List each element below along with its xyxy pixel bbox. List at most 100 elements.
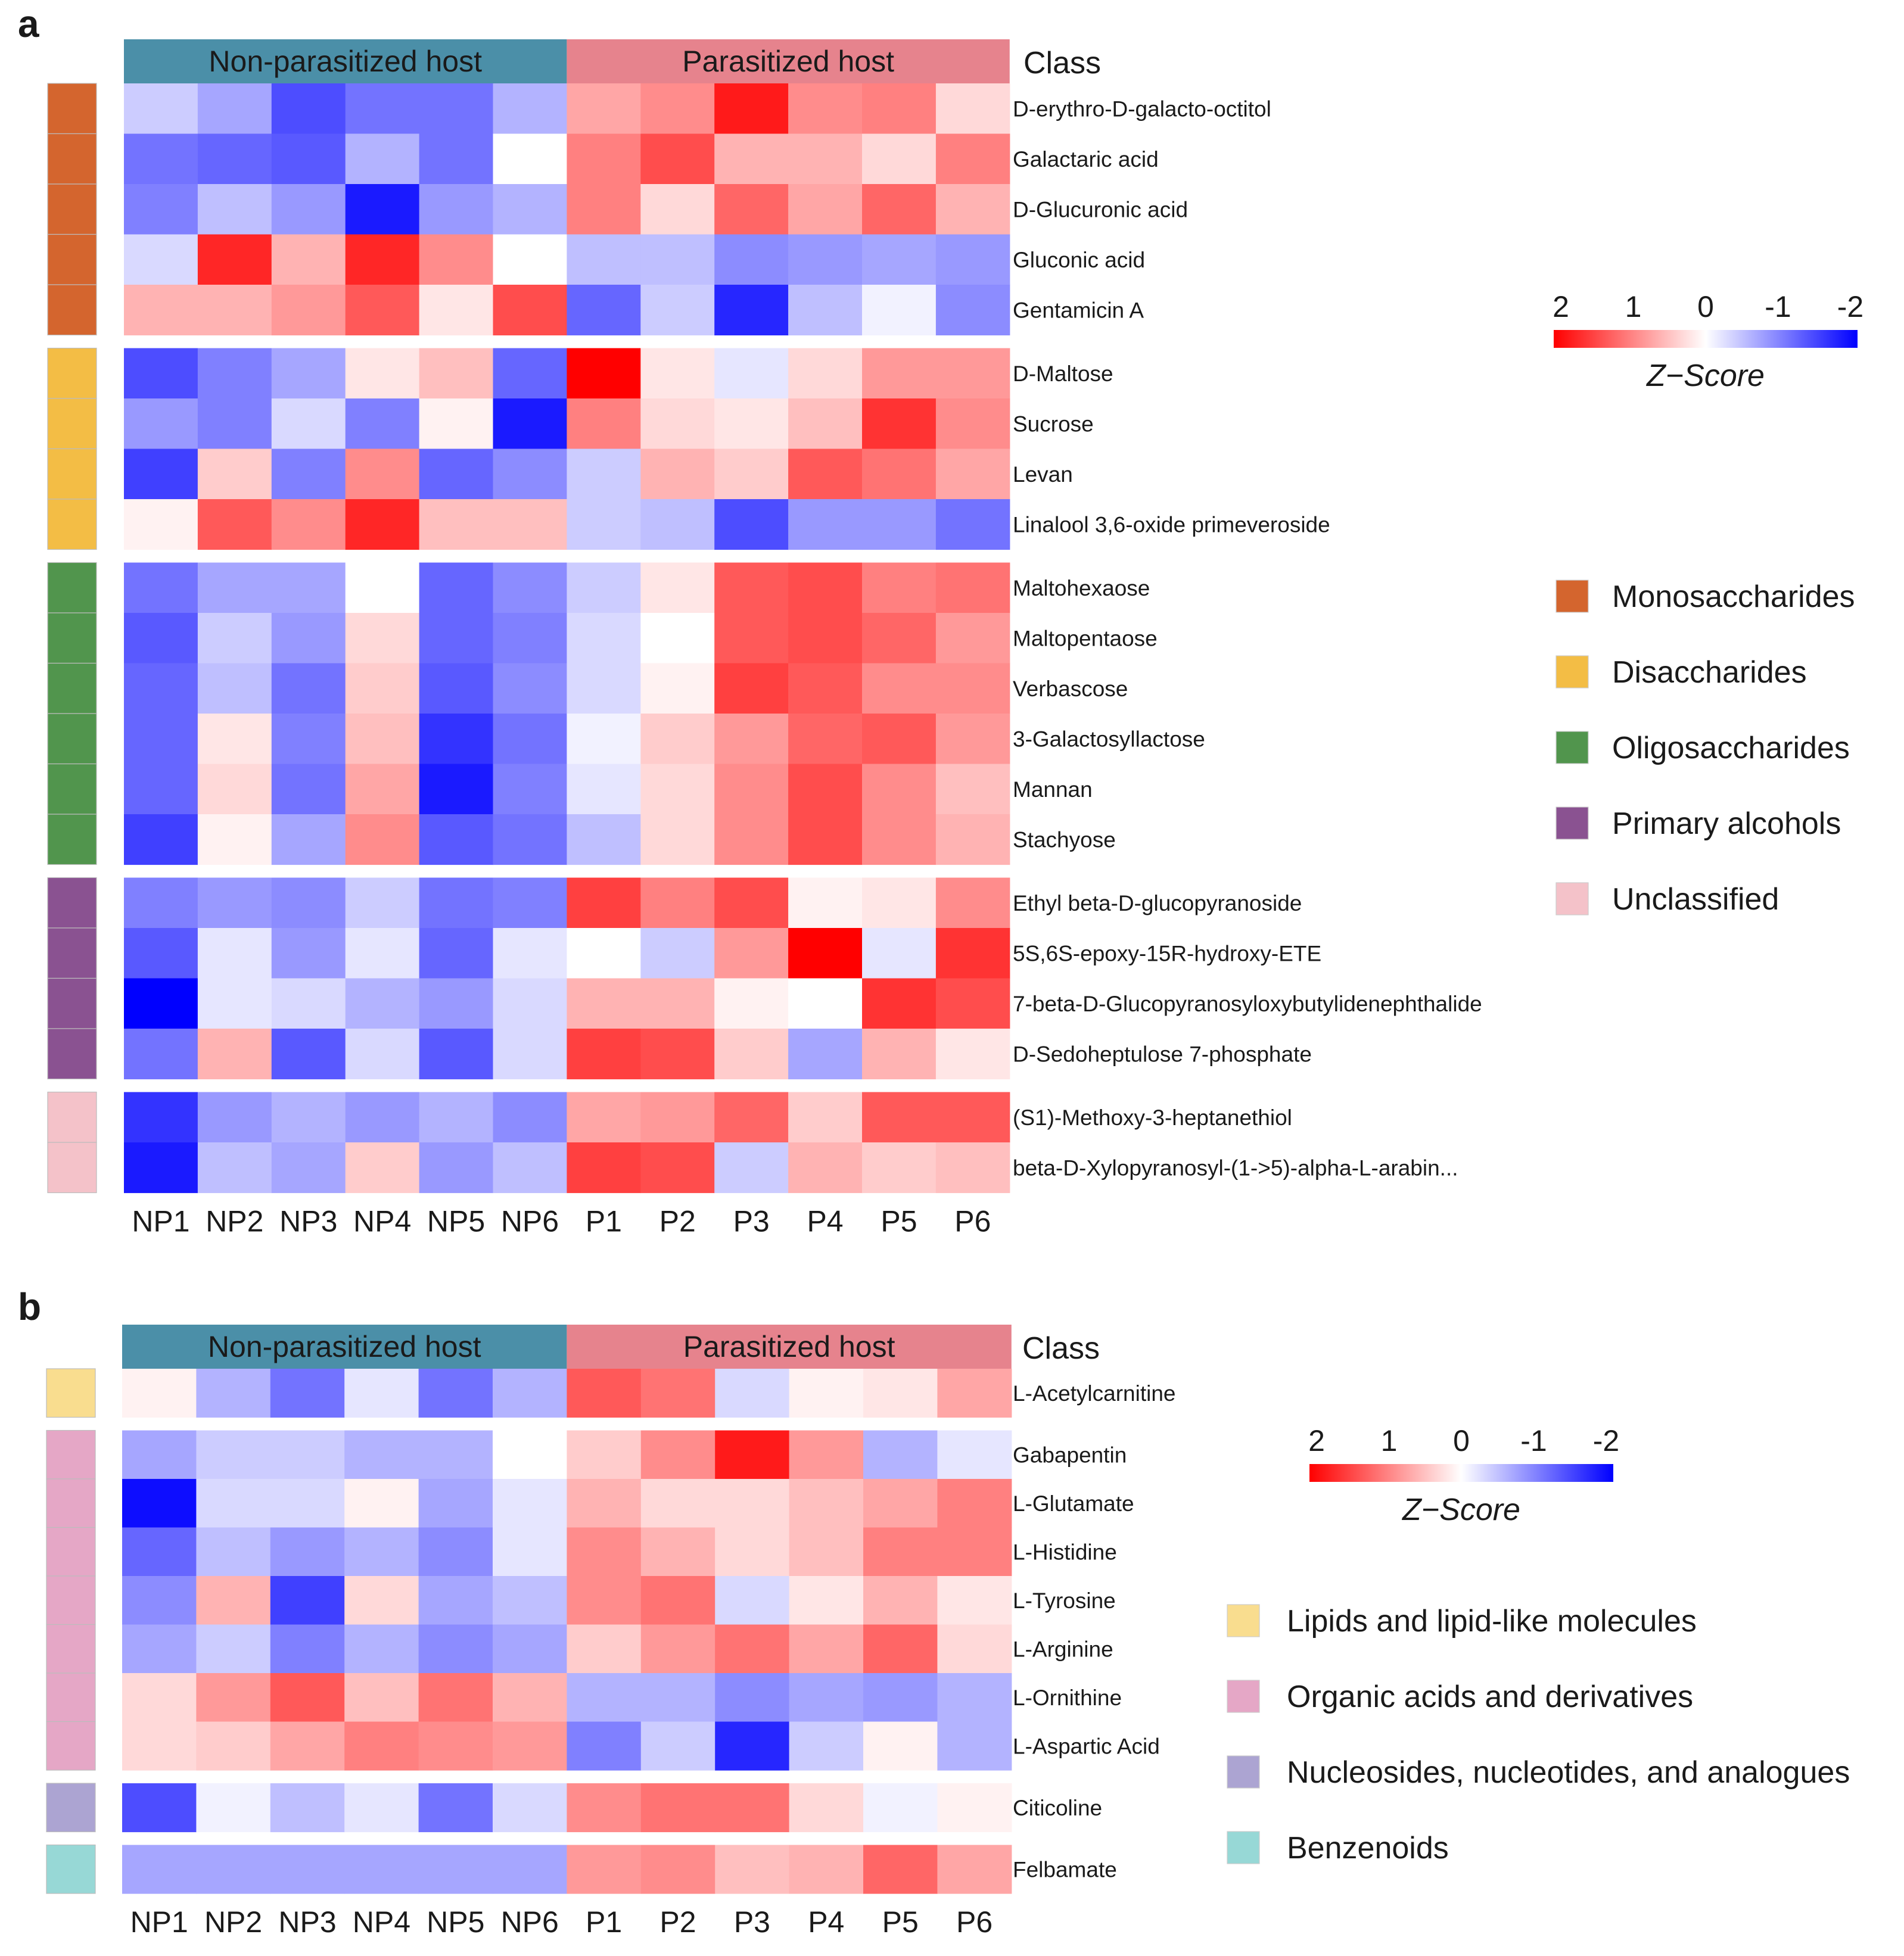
row-label: Gentamicin A: [1013, 298, 1144, 322]
heatmap-cell: [418, 1673, 493, 1723]
heatmap-cell: [935, 234, 1010, 285]
heatmap-cell: [640, 1142, 715, 1194]
heatmap-cell: [122, 1783, 197, 1833]
column-label: P6: [954, 1205, 991, 1238]
heatmap-cell: [788, 663, 863, 714]
heatmap-cell: [937, 1845, 1012, 1894]
heatmap-cell: [640, 448, 715, 500]
row-label: (S1)-Methoxy-3-heptanethiol: [1013, 1105, 1292, 1130]
heatmap-cell: [345, 1029, 420, 1080]
row-label: Ethyl beta-D-glucopyranoside: [1013, 891, 1302, 915]
class-annotation-cell: [46, 1844, 96, 1894]
heatmap-cell: [862, 184, 937, 235]
heatmap-cell: [493, 285, 567, 336]
column-label: P4: [808, 1905, 844, 1939]
heatmap-cell: [789, 1576, 864, 1625]
class-annotation-cell: [47, 83, 97, 135]
heatmap-cell: [715, 1673, 790, 1723]
column-label: P1: [586, 1905, 622, 1939]
heatmap-cell: [862, 613, 937, 664]
legend-swatch: [1227, 1604, 1260, 1637]
heatmap-cell: [937, 1783, 1012, 1833]
heatmap-cell: [196, 1430, 271, 1480]
heatmap-cell: [419, 348, 494, 399]
heatmap-cell: [197, 184, 272, 235]
heatmap-cell: [493, 663, 567, 714]
heatmap-cell: [567, 613, 641, 664]
heatmap-cell: [345, 348, 420, 399]
heatmap-cell: [862, 348, 937, 399]
heatmap-cell: [270, 1624, 345, 1674]
heatmap-cell: [715, 1783, 790, 1833]
row-label: L-Acetylcarnitine: [1013, 1381, 1176, 1406]
heatmap-cell: [863, 1721, 938, 1771]
row-label: D-erythro-D-galacto-octitol: [1013, 96, 1271, 121]
heatmap-cell: [567, 1624, 642, 1674]
heatmap-cell: [419, 499, 494, 550]
heatmap-cell: [788, 285, 863, 336]
column-label: P5: [882, 1905, 919, 1939]
heatmap-cell: [788, 234, 863, 285]
heatmap-cell: [863, 1783, 938, 1833]
heatmap-cell: [935, 714, 1010, 765]
colorbar-title: Z−Score: [1401, 1493, 1520, 1527]
heatmap-cell: [493, 184, 567, 235]
heatmap-cell: [271, 1092, 346, 1143]
column-label: NP1: [132, 1205, 189, 1238]
heatmap-cell: [493, 928, 567, 979]
heatmap-cell: [640, 1369, 715, 1418]
row-label: Stachyose: [1013, 827, 1116, 852]
heatmap-cell: [197, 764, 272, 815]
heatmap-cell: [567, 714, 641, 765]
heatmap-cell: [640, 1624, 715, 1674]
heatmap-cell: [122, 1369, 197, 1418]
heatmap-cell: [640, 814, 715, 865]
heatmap-cell: [122, 1845, 197, 1894]
heatmap-cell: [271, 663, 346, 714]
heatmap-cell: [270, 1721, 345, 1771]
heatmap-cell: [344, 1673, 419, 1723]
heatmap-cell: [270, 1576, 345, 1625]
row-label: L-Tyrosine: [1013, 1589, 1116, 1613]
row-label: L-Arginine: [1013, 1637, 1113, 1661]
heatmap-cell: [493, 448, 567, 500]
heatmap-cell: [419, 877, 494, 929]
heatmap-cell: [271, 978, 346, 1029]
heatmap-cell: [567, 499, 641, 550]
class-annotation-cell: [46, 1478, 96, 1528]
heatmap-cell: [345, 448, 420, 500]
class-annotation-cell: [47, 927, 97, 979]
heatmap-cell: [567, 877, 641, 929]
heatmap-cell: [937, 1369, 1012, 1418]
heatmap-cell: [935, 663, 1010, 714]
colorbar-tick-label: 2: [1308, 1424, 1325, 1457]
heatmap-cell: [788, 499, 863, 550]
heatmap-cell: [640, 714, 715, 765]
heatmap-cell: [788, 978, 863, 1029]
heatmap-cell: [862, 499, 937, 550]
legend-swatch: [1227, 1831, 1260, 1864]
heatmap-cell: [271, 398, 346, 450]
heatmap-cell: [788, 448, 863, 500]
heatmap-cell: [418, 1369, 493, 1418]
heatmap-cell: [788, 928, 863, 979]
zscore-colorbar: [1309, 1464, 1613, 1482]
column-label: NP4: [353, 1905, 410, 1939]
row-label: Verbascose: [1013, 677, 1128, 701]
column-label: NP3: [279, 1205, 337, 1238]
heatmap-cell: [862, 877, 937, 929]
heatmap-cell: [937, 1721, 1012, 1771]
group-header-label: Non-parasitized host: [209, 45, 482, 78]
class-annotation-cell: [47, 183, 97, 235]
heatmap-cell: [122, 1527, 197, 1577]
heatmap-cell: [197, 83, 272, 135]
heatmap-cell: [271, 613, 346, 664]
heatmap-cell: [197, 499, 272, 550]
heatmap-cell: [715, 1845, 790, 1894]
heatmap-cell: [714, 285, 789, 336]
heatmap-cell: [345, 1092, 420, 1143]
heatmap-cell: [567, 448, 641, 500]
heatmap-cell: [567, 83, 641, 135]
heatmap-cell: [862, 663, 937, 714]
row-label: beta-D-Xylopyranosyl-(1->5)-alpha-L-arab…: [1013, 1155, 1458, 1180]
